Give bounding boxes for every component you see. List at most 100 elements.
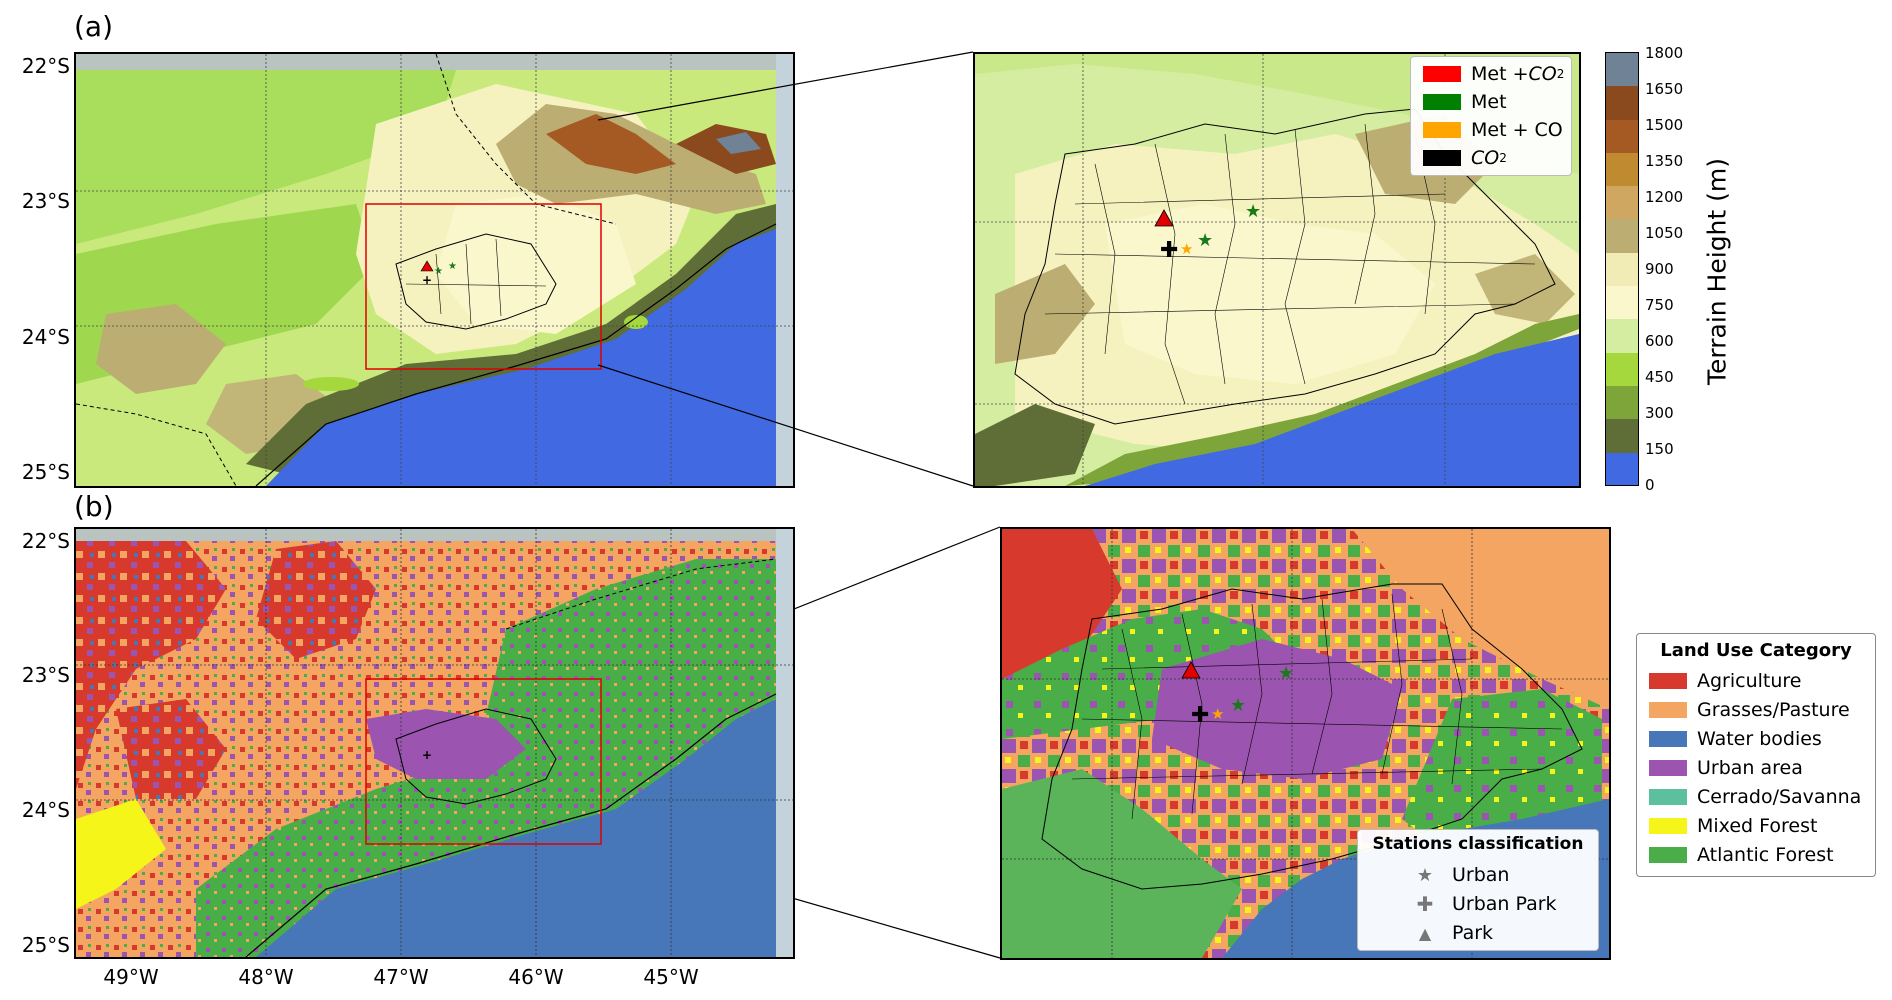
colorbar-tick: 1200: [1645, 188, 1684, 206]
lat-tick-label: 24°S: [21, 798, 70, 822]
colorbar-segment: [1606, 119, 1638, 153]
legend-label-chem: CO: [1528, 63, 1557, 85]
landuse-overview-map: +: [74, 527, 795, 959]
legend-label-chem: CO: [1471, 147, 1500, 169]
landuse-label: Urban area: [1697, 757, 1803, 779]
colorbar-tick: 1500: [1645, 116, 1684, 134]
landuse-swatch: [1649, 702, 1687, 718]
svg-text:+: +: [422, 273, 432, 287]
landuse-label: Cerrado/Savanna: [1697, 786, 1862, 808]
legend-item-met-co2: Met + CO 2: [1423, 61, 1564, 87]
colorbar-tick: 900: [1645, 260, 1674, 278]
colorbar-tick: 1650: [1645, 80, 1684, 98]
landuse-item-mixed-forest: Mixed Forest: [1649, 813, 1817, 839]
legend-item-co2: CO 2: [1423, 145, 1507, 171]
svg-text:★: ★: [448, 261, 457, 272]
landuse-label: Grasses/Pasture: [1697, 699, 1850, 721]
svg-text:★: ★: [1245, 201, 1261, 222]
svg-text:★: ★: [434, 266, 443, 277]
colorbar-tick: 1350: [1645, 152, 1684, 170]
colorbar-tick: 300: [1645, 404, 1674, 422]
colorbar-segment: [1606, 53, 1638, 87]
landuse-item-atlantic-forest: Atlantic Forest: [1649, 842, 1834, 868]
lat-tick-label: 25°S: [21, 933, 70, 957]
legend-swatch-red: [1423, 66, 1461, 82]
legend-swatch-black: [1423, 150, 1461, 166]
triangle-icon: ▲: [1418, 923, 1432, 943]
stations-legend-label: Urban: [1452, 864, 1510, 886]
panel-a-letter: (a): [74, 10, 114, 43]
stations-legend-label: Park: [1452, 922, 1494, 944]
legend-item-met: Met: [1423, 89, 1507, 115]
colorbar-tick: 0: [1645, 476, 1655, 494]
legend-swatch-orange: [1423, 122, 1461, 138]
legend-label: Met: [1471, 91, 1507, 113]
lat-tick-label: 22°S: [21, 54, 70, 78]
lon-tick-label: 47°W: [373, 965, 429, 989]
svg-text:✚: ✚: [1160, 238, 1178, 263]
stations-classification-legend: Stations classification ★ Urban ✚ Urban …: [1357, 829, 1599, 951]
svg-text:★: ★: [1180, 240, 1193, 258]
landuse-swatch: [1649, 847, 1687, 863]
colorbar-segment: [1606, 186, 1638, 220]
legend-label: Met + CO: [1471, 119, 1563, 141]
legend-label: Met +: [1471, 63, 1529, 85]
legend-item-met-co: Met + CO: [1423, 117, 1563, 143]
colorbar-title: Terrain Height (m): [1702, 157, 1732, 386]
colorbar-tick: 450: [1645, 368, 1674, 386]
colorbar-tick: 600: [1645, 332, 1674, 350]
svg-text:+: +: [422, 748, 432, 762]
colorbar-tick: 750: [1645, 296, 1674, 314]
landuse-label: Water bodies: [1697, 728, 1822, 750]
colorbar-segment: [1606, 86, 1638, 120]
landuse-item-agriculture: Agriculture: [1649, 668, 1802, 694]
stations-legend-label: Urban Park: [1452, 893, 1557, 915]
landuse-item-cerrado: Cerrado/Savanna: [1649, 784, 1861, 810]
lat-tick-label: 23°S: [21, 189, 70, 213]
svg-text:★: ★: [1197, 230, 1213, 251]
landuse-swatch: [1649, 673, 1687, 689]
landuse-label: Mixed Forest: [1697, 815, 1818, 837]
lon-tick-label: 45°W: [643, 965, 699, 989]
svg-text:✚: ✚: [1191, 703, 1209, 728]
lat-tick-label: 24°S: [21, 325, 70, 349]
colorbar-tick: 1800: [1645, 44, 1684, 62]
legend-label-subscript: 2: [1499, 151, 1507, 165]
landuse-label: Atlantic Forest: [1697, 844, 1834, 866]
colorbar-segment: [1606, 286, 1638, 320]
colorbar-tick: 150: [1645, 440, 1674, 458]
colorbar-segment: [1606, 452, 1638, 485]
colorbar-segment: [1606, 152, 1638, 187]
terrain-overview-map: ★ ★ +: [74, 52, 795, 488]
terrain-zoom-map: ★ ★ ★ ✚ Met + CO 2 Met Met + CO CO 2: [973, 52, 1581, 488]
station-type-legend: Met + CO 2 Met Met + CO CO 2: [1410, 56, 1572, 176]
landuse-label: Agriculture: [1697, 670, 1802, 692]
colorbar-segment: [1606, 252, 1638, 287]
lat-tick-label: 25°S: [21, 460, 70, 484]
landuse-swatch: [1649, 760, 1687, 776]
svg-text:★: ★: [1278, 663, 1294, 684]
landuse-zoom-map: ★ ★ ★ ✚ Stations classification ★ Urban …: [1000, 527, 1611, 960]
colorbar-segment: [1606, 352, 1638, 386]
legend-swatch-green: [1423, 94, 1461, 110]
stations-legend-urban: ★ Urban: [1410, 862, 1510, 888]
lon-tick-label: 49°W: [103, 965, 159, 989]
colorbar-segment: [1606, 219, 1638, 253]
landuse-swatch: [1649, 731, 1687, 747]
landuse-item-urban: Urban area: [1649, 755, 1803, 781]
star-icon: ★: [1416, 864, 1434, 886]
colorbar-tick: 1050: [1645, 224, 1684, 242]
colorbar-segment: [1606, 385, 1638, 420]
plus-icon: ✚: [1416, 892, 1434, 916]
panel-b-letter: (b): [74, 490, 114, 523]
colorbar-segment: [1606, 319, 1638, 353]
stations-legend-park: ▲ Park: [1410, 920, 1493, 946]
stations-legend-title: Stations classification: [1372, 834, 1584, 854]
lon-tick-label: 48°W: [238, 965, 294, 989]
landuse-swatch: [1649, 818, 1687, 834]
land-use-legend-title: Land Use Category: [1660, 640, 1852, 661]
svg-text:★: ★: [1230, 695, 1246, 716]
svg-text:★: ★: [1211, 705, 1224, 723]
terrain-colorbar: [1605, 52, 1639, 486]
land-use-category-legend: Land Use Category Agriculture Grasses/Pa…: [1636, 633, 1876, 877]
